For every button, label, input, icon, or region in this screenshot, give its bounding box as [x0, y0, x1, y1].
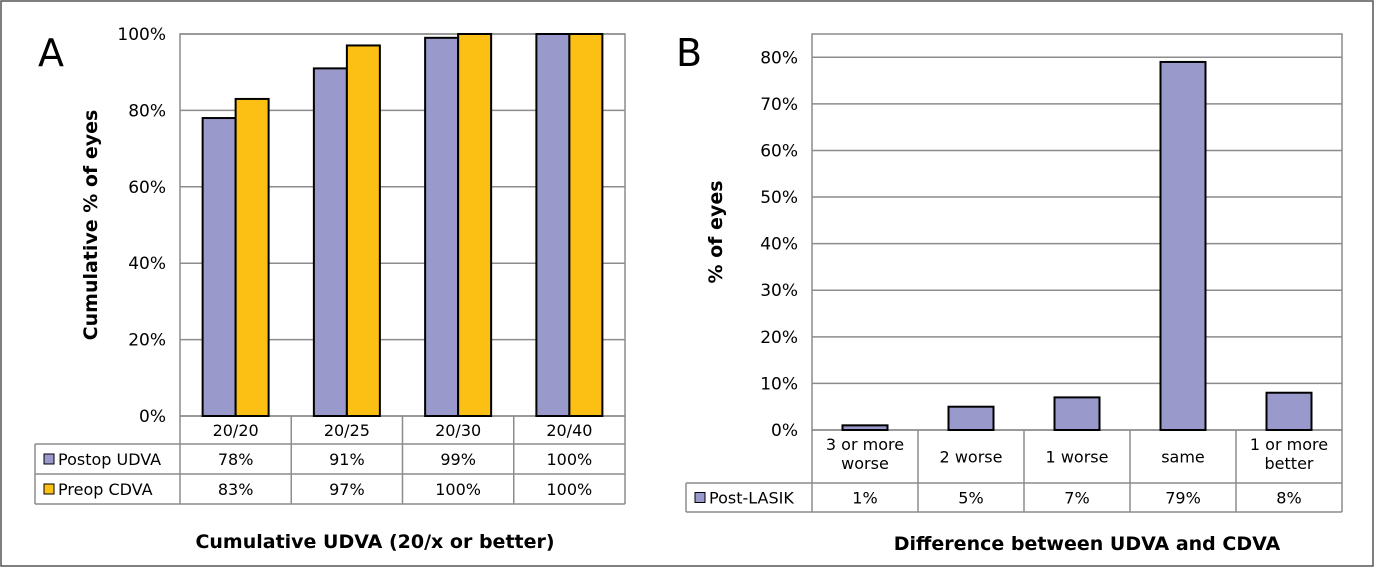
y-tick-label: 20% — [128, 331, 166, 351]
y-tick-label: 40% — [760, 235, 798, 255]
category-label: 1 worse — [1046, 448, 1109, 467]
legend-entry: Postop UDVA — [58, 450, 161, 469]
bar — [457, 33, 493, 417]
x-axis-title: Difference between UDVA and CDVA — [894, 533, 1281, 555]
panel-a: A 0% 20% 40% 60% 80% 100% Cumulative % of eyes 2… — [34, 25, 626, 553]
bar — [841, 424, 889, 432]
x-axis-title: Cumulative UDVA (20/x or better) — [195, 531, 554, 553]
y-tick-label: 60% — [128, 178, 166, 198]
y-tick-label: 0% — [139, 407, 166, 427]
category-label: 20/40 — [546, 421, 592, 440]
category-label: same — [1161, 448, 1205, 467]
y-tick-label: 10% — [760, 374, 798, 394]
category-label: 20/25 — [324, 421, 370, 440]
data-table-value: 100% — [547, 450, 593, 469]
panel-letter: A — [38, 31, 64, 75]
category-label: worse — [841, 454, 889, 473]
bar — [312, 67, 348, 417]
bar — [1159, 60, 1207, 431]
legend-key — [43, 483, 55, 495]
bar — [1265, 391, 1313, 431]
data-table-value: 7% — [1064, 489, 1089, 508]
category-label: 20/20 — [213, 421, 259, 440]
y-axis-label: Cumulative % of eyes — [80, 110, 102, 341]
data-table-value: 8% — [1276, 489, 1301, 508]
bar — [1053, 396, 1101, 432]
data-table-value: 91% — [329, 450, 365, 469]
bar — [535, 33, 571, 417]
category-label: 2 worse — [940, 448, 1003, 467]
data-table-value: 79% — [1165, 489, 1201, 508]
y-tick-label: 20% — [760, 328, 798, 348]
category-label: 20/30 — [435, 421, 481, 440]
y-tick-label: 70% — [760, 95, 798, 115]
y-axis-label: % of eyes — [705, 180, 727, 283]
legend-key — [694, 492, 706, 503]
data-table-value: 5% — [958, 489, 983, 508]
panel-letter: B — [676, 31, 702, 75]
category-label: 3 or more — [826, 435, 904, 454]
bar — [234, 97, 270, 417]
y-tick-label: 0% — [771, 421, 798, 441]
legend-entry: Post-LASIK — [709, 489, 794, 508]
y-tick-label: 80% — [128, 101, 166, 121]
category-label: better — [1265, 454, 1314, 473]
panel-b: B 0% 10% 20% 30% 40% 50% 60% 70% 80% % of eyes 3 or… — [676, 31, 1343, 555]
legend-key — [43, 453, 55, 465]
bar — [568, 33, 604, 417]
y-tick-label: 60% — [760, 141, 798, 161]
y-tick-label: 50% — [760, 188, 798, 208]
data-table-value: 100% — [435, 480, 481, 499]
y-tick-label: 40% — [128, 254, 166, 274]
data-table-value: 1% — [852, 489, 877, 508]
y-tick-label: 80% — [760, 48, 798, 68]
data-table-value: 83% — [218, 480, 254, 499]
data-table-value: 99% — [440, 450, 476, 469]
y-tick-label: 100% — [117, 25, 166, 45]
bar — [201, 117, 237, 417]
data-table-value: 100% — [547, 480, 593, 499]
category-label: 1 or more — [1250, 435, 1328, 454]
bar — [947, 405, 995, 431]
data-table-value: 97% — [329, 480, 365, 499]
y-tick-label: 30% — [760, 281, 798, 301]
legend-entry: Preop CDVA — [58, 480, 153, 499]
bar — [424, 36, 460, 417]
bar — [345, 44, 381, 418]
data-table-value: 78% — [218, 450, 254, 469]
